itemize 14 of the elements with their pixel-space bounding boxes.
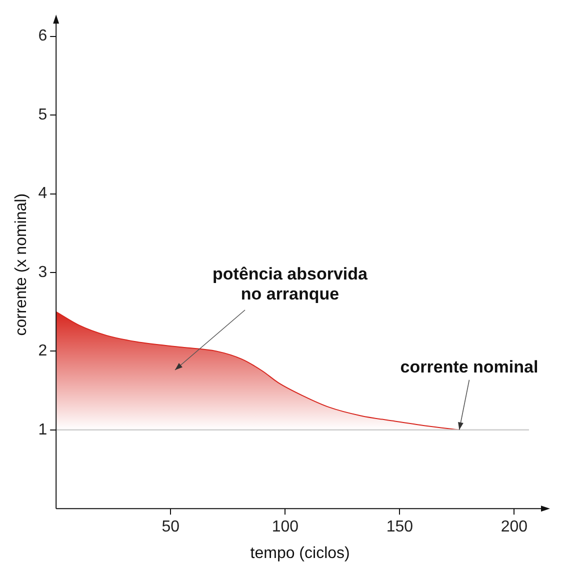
y-tick-label: 6 [38, 28, 48, 45]
x-tick-label: 150 [386, 518, 414, 536]
x-tick-label: 100 [272, 518, 299, 536]
annotation: corrente nominal [400, 358, 538, 377]
y-tick-label: 2 [38, 342, 48, 360]
y-axis-title: corrente (x nominal) [13, 193, 30, 336]
y-tick-label: 5 [38, 106, 48, 124]
y-tick-label: 4 [38, 185, 48, 202]
annotation: potência absorvida no arranque [212, 264, 368, 304]
y-tick-label: 1 [38, 421, 48, 438]
y-tick-label: 3 [38, 264, 48, 281]
x-axis-title: tempo (ciclos) [250, 544, 350, 562]
x-tick-label: 200 [500, 518, 528, 536]
x-tick-label: 50 [162, 518, 180, 536]
